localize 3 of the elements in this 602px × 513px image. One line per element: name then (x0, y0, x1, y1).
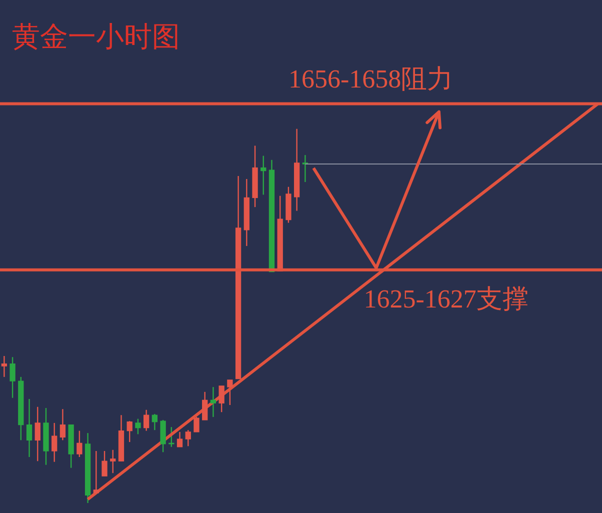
chart-title: 黄金一小时图 (12, 21, 180, 55)
ref-line-label: 1625-1627支撑 (364, 284, 528, 314)
ref-line-label: 1656-1658阻力 (288, 64, 454, 94)
